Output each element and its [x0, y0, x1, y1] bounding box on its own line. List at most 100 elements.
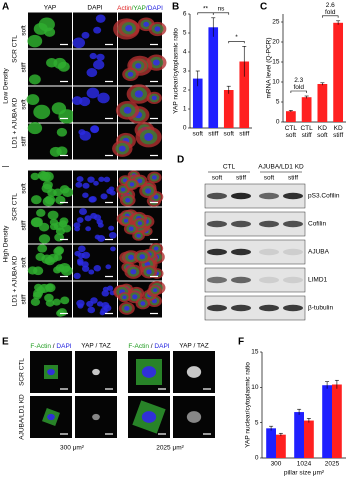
stain-header: F-Actin / DAPI [128, 343, 169, 350]
cell [77, 252, 85, 259]
cell [88, 269, 95, 275]
label-line: fold [325, 9, 336, 16]
cell [51, 102, 67, 115]
cell [101, 290, 110, 297]
cell [106, 188, 114, 195]
cell [30, 298, 41, 306]
nucleus [139, 254, 146, 260]
nucleus [125, 197, 131, 203]
panel-label: F [238, 337, 244, 348]
cell [37, 244, 48, 253]
bracket [322, 15, 339, 18]
y-tick-label: 0 [276, 119, 280, 126]
nucleus [136, 233, 141, 238]
column-header: DAPI [87, 5, 102, 12]
cell [92, 368, 100, 376]
cell [81, 261, 89, 268]
blot-band [283, 304, 303, 312]
bracket [197, 12, 214, 15]
header-part: DAPI [154, 343, 169, 350]
nucleus [120, 187, 126, 192]
condition-label: stiff [21, 220, 28, 230]
nucleus [47, 368, 55, 376]
lane-label: soft [212, 175, 223, 182]
cell [85, 226, 92, 232]
protein-label: LIMD1 [308, 277, 328, 284]
cell [59, 217, 69, 225]
group-label: SCR CTL [12, 35, 19, 63]
cell [77, 259, 84, 265]
stain-header: F-Actin / DAPI [30, 343, 71, 350]
cell [82, 182, 90, 189]
cell [86, 68, 98, 78]
bar [266, 428, 276, 458]
cell [47, 253, 59, 263]
blot-band [259, 248, 279, 256]
column-header: Actin/YAP/DAPI [117, 5, 163, 12]
cell [31, 195, 42, 205]
blot-band [259, 304, 279, 312]
blot-band [207, 304, 227, 312]
cell [54, 246, 65, 255]
nucleus [153, 194, 159, 200]
cell [110, 246, 116, 252]
bar [285, 111, 296, 122]
blot-band [231, 192, 251, 200]
label-line: KD [318, 125, 327, 132]
condition-label: soft [21, 99, 28, 110]
condition-label: stiff [21, 136, 28, 146]
cell [36, 208, 46, 217]
cell [55, 195, 66, 205]
cell [72, 96, 83, 105]
label-line: soft [286, 132, 297, 139]
cell [81, 31, 90, 39]
cell [103, 304, 112, 312]
blot-band [259, 192, 279, 200]
nucleus [134, 90, 143, 98]
stain-header: YAP / TAZ [81, 343, 111, 350]
cell [57, 308, 68, 317]
stain-header: YAP / TAZ [179, 343, 209, 350]
label-line: soft [317, 132, 328, 139]
cell [47, 210, 59, 220]
header-part: Actin [117, 5, 132, 12]
cell [38, 17, 55, 32]
annotation: 2.6 fold [325, 2, 336, 16]
header-part: /YAP [132, 5, 146, 12]
annotation: ** [203, 6, 209, 13]
nucleus [146, 269, 152, 275]
cell [99, 310, 106, 316]
nucleus [141, 366, 157, 378]
panel-label: B [172, 2, 179, 13]
panel-label: A [2, 2, 9, 13]
cell [45, 283, 54, 291]
cell [186, 366, 202, 378]
condition-label: stiff [21, 62, 28, 72]
cell [74, 226, 81, 232]
nucleus [140, 301, 146, 306]
cell [73, 222, 81, 229]
cell [31, 217, 43, 228]
density-label: Low Density [3, 68, 10, 104]
panel-label: E [2, 337, 9, 348]
condition-label: soft [21, 25, 28, 36]
cell [41, 171, 54, 182]
bracket [212, 12, 230, 15]
cell [93, 214, 102, 221]
annotation: 2.3 fold [294, 77, 305, 91]
panel-label: C [260, 2, 267, 13]
bar [192, 78, 203, 128]
cell [73, 272, 81, 280]
cell [50, 223, 59, 231]
cell [105, 264, 112, 270]
bar [208, 27, 219, 128]
nucleus [130, 269, 137, 275]
cell [94, 234, 101, 240]
x-tick-label: 1024 [297, 461, 312, 468]
bar [333, 22, 344, 122]
cell [79, 208, 87, 215]
bar [317, 84, 328, 122]
x-tick-label: 2025 [325, 461, 340, 468]
y-tick-label: 6 [183, 11, 187, 18]
nucleus [132, 294, 138, 300]
